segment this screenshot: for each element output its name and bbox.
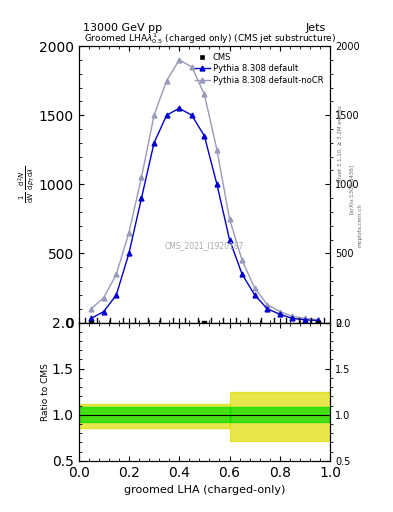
Y-axis label: Ratio to CMS: Ratio to CMS: [41, 362, 50, 421]
Text: Groomed LHA$\lambda^{1}_{0.5}$ (charged only) (CMS jet substructure): Groomed LHA$\lambda^{1}_{0.5}$ (charged …: [84, 31, 336, 46]
Y-axis label: $\frac{1}{\mathrm{d}N}$ $\frac{\mathrm{d}^2 N}{\mathrm{d}p_T\,\mathrm{d}\lambda}: $\frac{1}{\mathrm{d}N}$ $\frac{\mathrm{d…: [17, 166, 37, 203]
Legend: CMS, Pythia 8.308 default, Pythia 8.308 default-noCR: CMS, Pythia 8.308 default, Pythia 8.308 …: [192, 50, 326, 87]
X-axis label: groomed LHA (charged-only): groomed LHA (charged-only): [124, 485, 285, 495]
Text: Jets: Jets: [306, 23, 326, 33]
Text: mcplots.cern.ch: mcplots.cern.ch: [357, 203, 362, 247]
Text: Rivet 3.1.10, ≥ 3.2M events: Rivet 3.1.10, ≥ 3.2M events: [338, 105, 342, 182]
Text: 13000 GeV pp: 13000 GeV pp: [83, 23, 162, 33]
Text: [arXiv:1306.3436]: [arXiv:1306.3436]: [349, 164, 353, 215]
Text: CMS_2021_I1920187: CMS_2021_I1920187: [165, 241, 244, 250]
